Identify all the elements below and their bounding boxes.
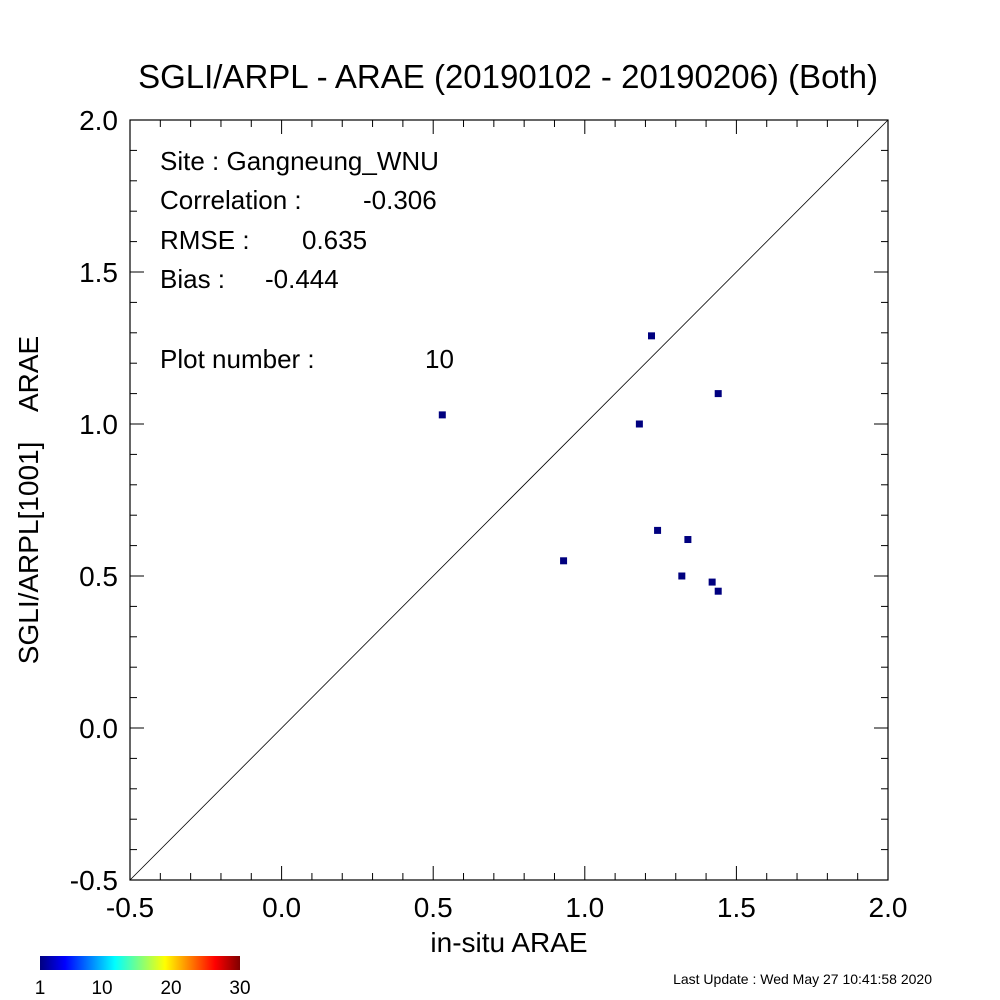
data-point [714, 390, 722, 398]
data-point [684, 536, 692, 544]
x-tick-label: 0.0 [262, 892, 301, 923]
colorbar-gradient [40, 956, 240, 970]
data-point [635, 420, 643, 428]
x-axis-label: in-situ ARAE [430, 927, 587, 958]
data-point [708, 578, 716, 586]
y-axis-label: SGLI/ARPL[1001] ARAE [13, 336, 44, 664]
stat-correlation-label: Correlation : [160, 185, 302, 215]
data-point [438, 411, 446, 419]
data-point [654, 526, 662, 534]
x-tick-label: 1.0 [565, 892, 604, 923]
y-tick-label: 1.5 [79, 257, 118, 288]
one-to-one-line [129, 119, 889, 881]
plot-frame [129, 119, 889, 881]
y-tick-label: 0.5 [79, 561, 118, 592]
colorbar-label: 10 [91, 978, 112, 999]
y-tick-label: -0.5 [70, 865, 118, 896]
data-point [678, 572, 686, 580]
stat-bias-value: -0.444 [265, 264, 339, 294]
data-point [560, 557, 568, 565]
last-update: Last Update : Wed May 27 10:41:58 2020 [673, 971, 932, 987]
x-tick-label: -0.5 [106, 892, 154, 923]
tick-labels: -0.5 0.0 0.5 1.0 1.5 2.0 -0.5 0.0 0.5 1.0 1.5 2.0 [70, 105, 908, 923]
y-tick-label: 1.0 [79, 409, 118, 440]
stat-site: Site : Gangneung_WNU [160, 146, 439, 176]
stat-plot-number-value: 10 [425, 344, 454, 374]
data-point [714, 587, 722, 595]
stat-plot-number-label: Plot number : [160, 344, 315, 374]
colorbar-label: 20 [160, 978, 181, 999]
stat-rmse-value: 0.635 [302, 225, 367, 255]
stat-rmse-label: RMSE : [160, 225, 250, 255]
stat-correlation-value: -0.306 [363, 185, 437, 215]
stat-bias-label: Bias : [160, 264, 225, 294]
y-tick-label: 0.0 [79, 713, 118, 744]
colorbar-label: 1 [35, 978, 46, 999]
x-tick-label: 1.5 [717, 892, 756, 923]
x-tick-label: 2.0 [869, 892, 908, 923]
stats-box: Site : Gangneung_WNU Correlation : -0.30… [160, 146, 454, 374]
chart-title: SGLI/ARPL - ARAE (20190102 - 20190206) (… [138, 58, 878, 95]
y-tick-label: 2.0 [79, 105, 118, 136]
colorbar: 1 10 20 30 [35, 956, 251, 999]
x-tick-label: 0.5 [414, 892, 453, 923]
data-point [648, 332, 656, 340]
axis-ticks [129, 119, 889, 881]
colorbar-label: 30 [229, 978, 250, 999]
data-points [438, 332, 722, 595]
